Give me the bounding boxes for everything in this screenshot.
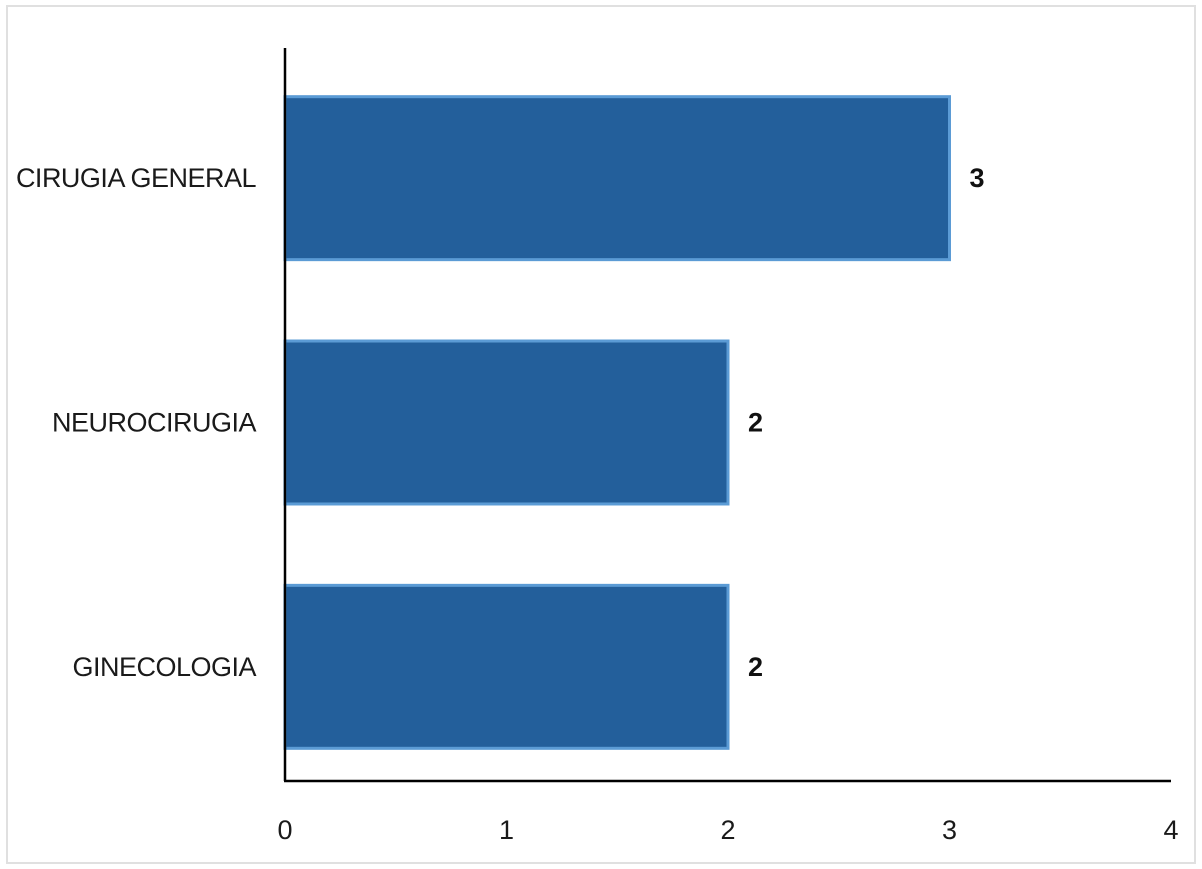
bar-0 — [283, 95, 951, 262]
category-labels: CIRUGIA GENERAL NEUROCIRUGIA GINECOLOGIA — [16, 163, 257, 682]
bar-2 — [283, 583, 730, 750]
x-tick-label: 3 — [942, 815, 957, 845]
category-label: CIRUGIA GENERAL — [16, 163, 257, 193]
bar-1 — [283, 339, 730, 506]
data-labels: 3 2 2 — [748, 163, 985, 682]
x-tick-labels: 0 1 2 3 4 — [277, 815, 1178, 845]
bars-group — [283, 95, 951, 750]
x-tick-label: 1 — [499, 815, 514, 845]
x-tick-label: 2 — [720, 815, 735, 845]
x-tick-label: 0 — [277, 815, 292, 845]
data-label: 2 — [748, 652, 763, 682]
category-label: GINECOLOGIA — [72, 652, 256, 682]
data-label: 2 — [748, 408, 763, 438]
data-label: 3 — [970, 163, 985, 193]
x-tick-label: 4 — [1163, 815, 1178, 845]
category-label: NEUROCIRUGIA — [52, 408, 257, 438]
